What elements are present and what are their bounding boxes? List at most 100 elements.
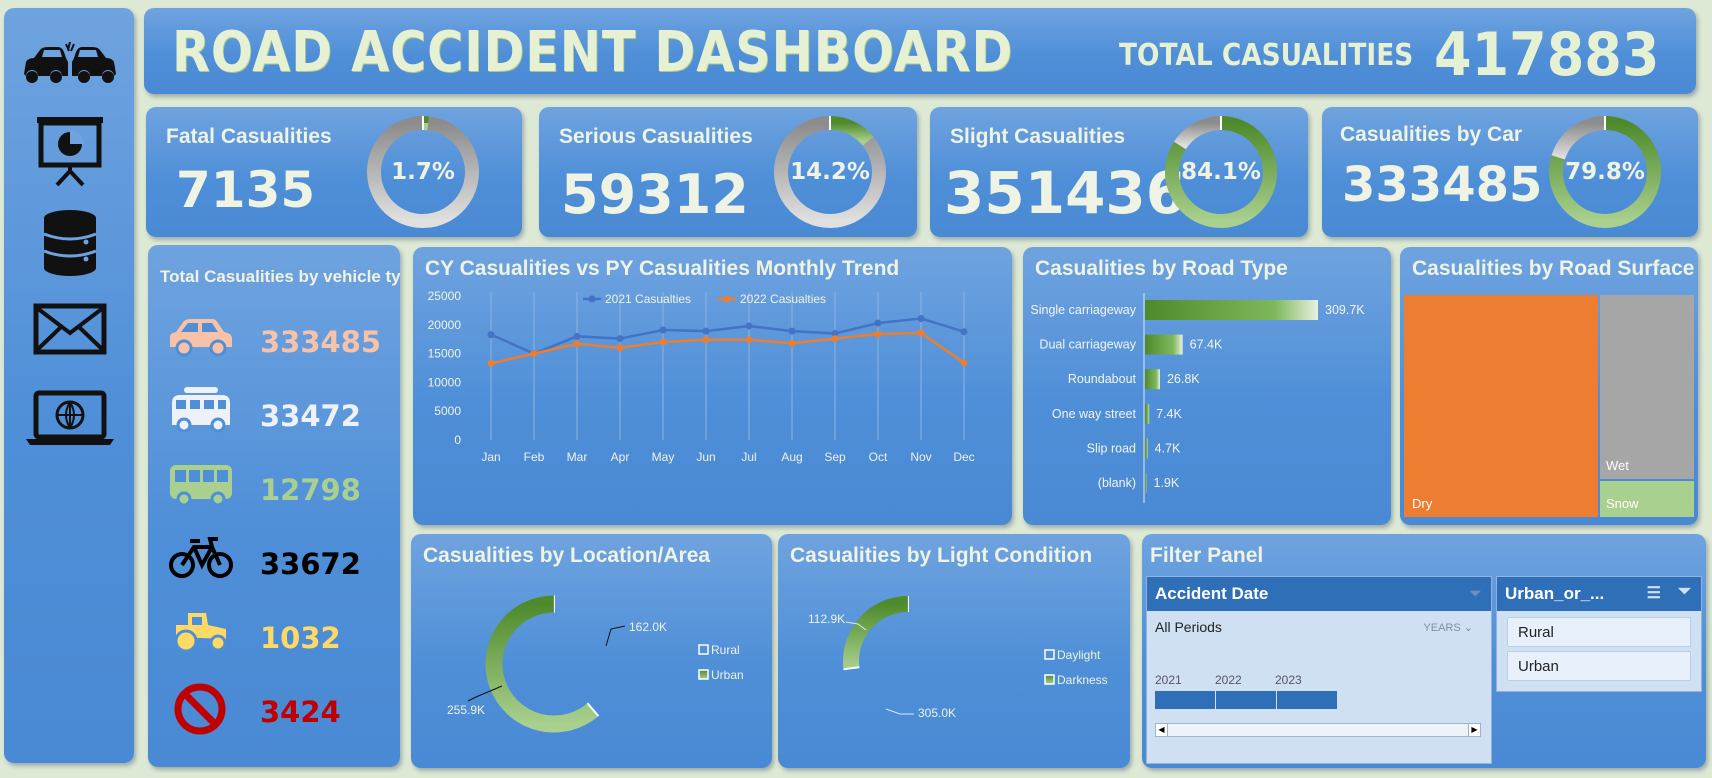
data-label: 4.7K	[1155, 441, 1181, 455]
y-tick-label: 25000	[428, 289, 462, 303]
category-label: Single carriageway	[1030, 303, 1136, 317]
x-tick-label: Apr	[611, 450, 630, 464]
location-chart: 162.0K 255.9K Rural Urban	[447, 595, 744, 733]
scroll-left-icon[interactable]: ◀	[1156, 724, 1168, 736]
category-label: (blank)	[1098, 476, 1136, 490]
series-line	[490, 331, 965, 365]
x-tick-label: Dec	[953, 450, 974, 464]
data-point	[530, 350, 538, 358]
bar	[1145, 334, 1183, 355]
data-point	[745, 322, 753, 330]
x-tick-label: Jul	[741, 450, 756, 464]
data-label: 7.4K	[1156, 407, 1182, 421]
kpi-card-slight: Slight Casualities 351436 84.1%	[930, 107, 1308, 237]
vehicle-value-car: 333485	[260, 325, 382, 359]
filter-panel-title: Filter Panel	[1150, 544, 1264, 567]
treemap-tile-dry: Dry	[1404, 295, 1598, 517]
data-label: 1.9K	[1154, 476, 1180, 490]
kpi-title: Fatal Casualities	[166, 125, 332, 148]
scroll-right-icon[interactable]: ▶	[1468, 724, 1480, 736]
period-label: All Periods	[1155, 619, 1222, 635]
x-tick-label: Jan	[481, 450, 500, 464]
kpi-value: 351436	[944, 159, 1187, 227]
laptop-globe-icon[interactable]	[14, 380, 126, 458]
data-point	[831, 335, 839, 343]
kpi-value: 7135	[176, 161, 316, 219]
leader-line	[885, 708, 914, 715]
database-icon[interactable]	[14, 204, 126, 282]
data-label: 305.0K	[918, 706, 956, 720]
kpi-title: Serious Casualities	[559, 125, 753, 148]
clear-filter-icon[interactable]: ⏷	[1469, 585, 1481, 601]
treemap-tile-wet: Wet	[1600, 295, 1694, 479]
treemap-label: Dry	[1412, 496, 1433, 511]
data-point	[960, 359, 968, 367]
leader-line	[845, 621, 867, 631]
kpi-donut: 14.2%	[769, 111, 891, 237]
urban-rural-label: Urban_or_...	[1505, 584, 1605, 603]
data-label: 162.0K	[629, 620, 667, 634]
timeline-bar-2023[interactable]	[1277, 691, 1337, 709]
donut-segment-value	[829, 116, 874, 146]
category-label: Roundabout	[1068, 372, 1137, 386]
y-tick-label: 5000	[434, 404, 461, 418]
x-tick-label: Aug	[781, 450, 802, 464]
timeline-bar-2021[interactable]	[1155, 691, 1215, 709]
car-crash-icon[interactable]	[14, 26, 126, 104]
legend-swatch	[698, 644, 709, 655]
car-icon	[160, 311, 240, 371]
kpi-title: Casualities by Car	[1340, 123, 1523, 146]
timeline-scrollbar[interactable]: ◀ ▶	[1155, 723, 1481, 737]
location-panel: Casualities by Location/Area 162.0K 255.9…	[411, 534, 772, 768]
kpi-card-serious: Serious Casualities 59312 14.2%	[539, 107, 917, 237]
legend-label: 2021 Casualties	[605, 292, 691, 306]
legend-label: Darkness	[1057, 673, 1108, 687]
bar	[1145, 438, 1148, 459]
kpi-title: Slight Casualities	[950, 125, 1126, 148]
treemap-label: Wet	[1606, 458, 1629, 473]
bar	[1145, 300, 1318, 320]
urban-rural-title: Urban_or_... ☰ ⏷	[1497, 577, 1701, 611]
location-chart-title: Casualities by Location/Area	[423, 544, 711, 567]
no-entry-icon	[160, 681, 240, 741]
data-label: 309.7K	[1325, 303, 1365, 317]
vehicle-type-title: Total Casualities by vehicle type	[160, 267, 400, 286]
data-point	[487, 331, 495, 339]
data-point	[616, 335, 624, 343]
legend-marker	[588, 295, 596, 303]
kpi-card-car: Casualities by Car 333485 79.8%	[1322, 107, 1698, 237]
data-point	[788, 339, 796, 347]
clear-filter-icon[interactable]: ⏷	[1678, 583, 1691, 600]
period-unit-dropdown[interactable]: YEARS ⌄	[1423, 622, 1473, 634]
vehicle-value-van: 33472	[260, 399, 361, 433]
donut-segment	[485, 595, 599, 733]
vehicle-row-van: 33472	[160, 385, 380, 445]
vehicle-row-car: 333485	[160, 311, 382, 371]
vehicle-value-other: 3424	[260, 695, 341, 729]
y-tick-label: 15000	[428, 347, 462, 361]
x-tick-label: Sep	[824, 450, 846, 464]
bicycle-icon	[160, 533, 240, 593]
vehicle-row-bus: 12798	[160, 459, 380, 519]
data-point	[659, 326, 667, 334]
road-type-chart-title: Casualities by Road Type	[1035, 257, 1288, 280]
treemap-tile-snow: Snow	[1600, 481, 1694, 517]
category-label: Dual carriageway	[1039, 338, 1136, 352]
data-point	[874, 330, 882, 338]
presentation-icon[interactable]	[14, 112, 126, 190]
multi-select-icon[interactable]: ☰	[1646, 585, 1661, 602]
kpi-donut: 84.1%	[1160, 111, 1282, 237]
slicer-option-rural[interactable]: Rural	[1507, 617, 1691, 647]
mail-icon[interactable]	[14, 290, 126, 368]
kpi-donut-label: 1.7%	[391, 159, 455, 185]
total-casualties-value: 417883	[1434, 20, 1660, 90]
data-point	[616, 344, 624, 352]
kpi-donut: 79.8%	[1544, 111, 1666, 237]
slicer-option-urban[interactable]: Urban	[1507, 651, 1691, 681]
legend-swatch	[698, 669, 709, 680]
x-tick-label: May	[652, 450, 675, 464]
timeline-year-2023: 2023	[1275, 673, 1302, 687]
data-point	[960, 328, 968, 336]
data-label: 112.9K	[808, 612, 845, 626]
timeline-bar-2022[interactable]	[1216, 691, 1276, 709]
